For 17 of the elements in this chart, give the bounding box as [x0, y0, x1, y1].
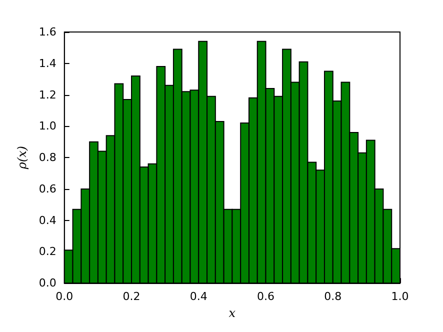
y-tick-label: 0.2	[38, 245, 56, 258]
y-tick-label: 0.8	[38, 151, 56, 164]
x-axis-title: x	[228, 306, 236, 320]
y-tick-label: 0.6	[38, 182, 56, 196]
y-tick-label: 0.0	[38, 276, 56, 290]
y-tick-label: 1.2	[38, 88, 56, 102]
x-tick-label: 1.0	[391, 290, 409, 304]
x-tick-label: 0.8	[324, 290, 342, 304]
y-tick-label: 0.4	[38, 214, 56, 227]
x-tick-label: 0.6	[257, 290, 275, 304]
y-tick-label: 1.0	[38, 120, 56, 133]
y-tick-label: 1.4	[38, 56, 56, 70]
y-tick-label: 1.6	[38, 26, 56, 38]
x-tick-label: 0.0	[56, 290, 74, 304]
x-tick-label: 0.2	[122, 290, 140, 304]
x-tick-label: 0.4	[190, 290, 208, 304]
y-axis-title: ρ(x)	[15, 146, 29, 170]
